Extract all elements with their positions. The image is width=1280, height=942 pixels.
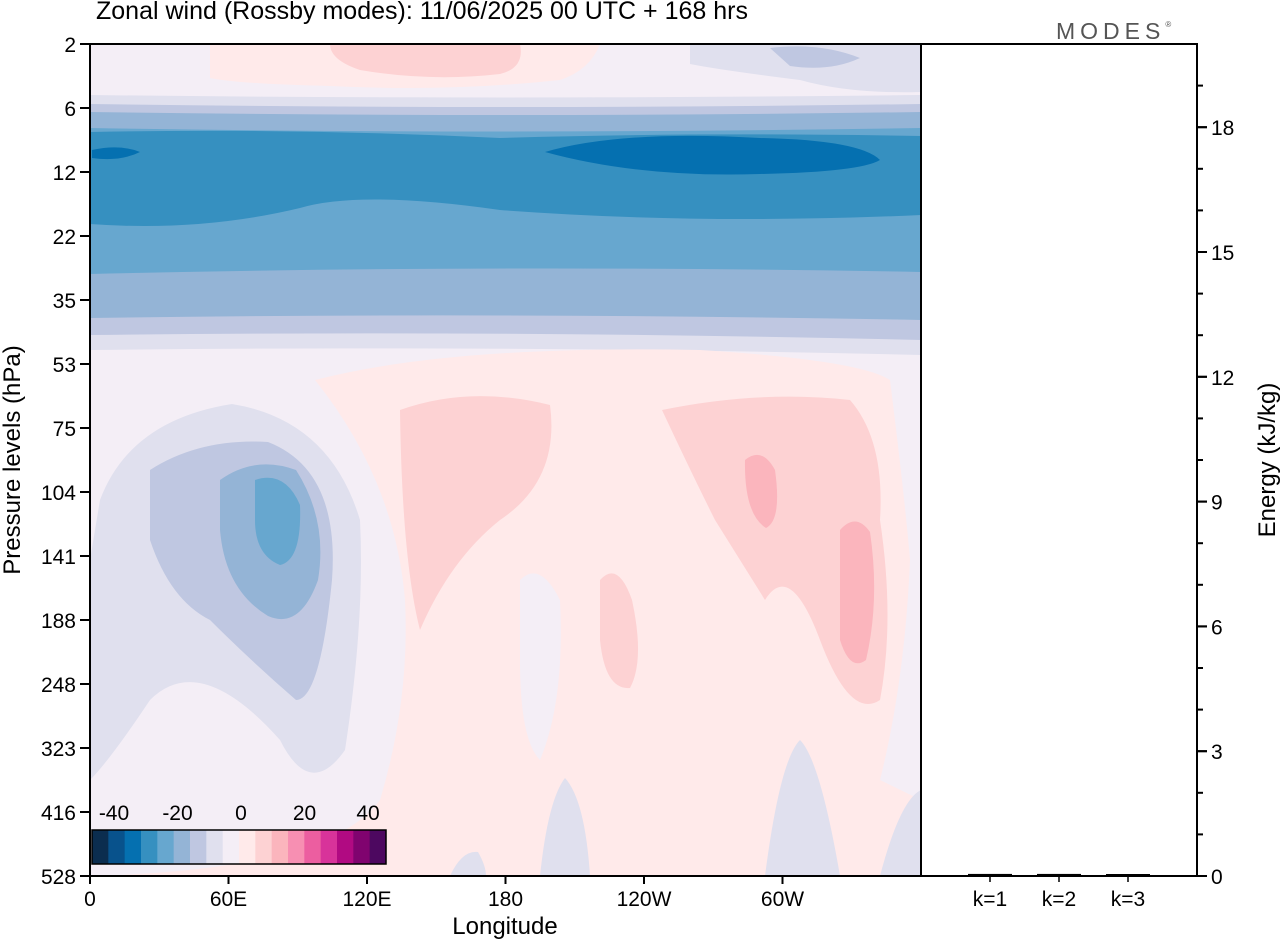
energy-tick-label: 9 (1211, 492, 1223, 515)
y-tick-label: 2 (64, 34, 76, 57)
colorbar-label: 0 (235, 802, 247, 825)
colorbar-swatch (124, 830, 142, 864)
negative-lobe-3 (880, 790, 921, 876)
upper-positive-core (330, 44, 521, 78)
colorbar-swatch (304, 830, 322, 864)
x-tick-label: 60E (210, 888, 247, 911)
y-tick-label: 35 (53, 290, 76, 313)
x-tick-label: 60W (761, 888, 804, 911)
colorbar-swatch (92, 830, 109, 864)
negative-cell-core (255, 477, 301, 565)
energy-tick-label: 3 (1211, 741, 1223, 764)
y-tick-label: 75 (53, 418, 76, 441)
colorbar-swatch (288, 830, 305, 864)
colorbar-swatch (222, 830, 240, 864)
jet-core-west (92, 147, 140, 160)
energy-category-label: k=1 (973, 888, 1007, 911)
jet-core-east (545, 135, 880, 175)
y-tick-label: 53 (53, 354, 76, 377)
y-tick-label: 141 (41, 546, 76, 569)
x-axis-title: Longitude (452, 913, 557, 940)
colorbar-swatch (320, 830, 338, 864)
colorbar-frame (91, 829, 387, 865)
energy-tick-label: 18 (1211, 117, 1234, 140)
positive-core-1 (744, 454, 778, 528)
positive-cell-2 (600, 573, 639, 689)
energy-bar (1037, 873, 1081, 876)
energy-frame (920, 43, 1198, 877)
colorbar-swatch (337, 830, 354, 864)
energy-tick-label: 15 (1211, 242, 1234, 265)
x-tick-label: 120W (617, 888, 672, 911)
x-tick-label: 0 (84, 888, 96, 911)
colorbar-label: -20 (162, 802, 192, 825)
brand-text: MODES (1056, 18, 1166, 44)
colorbar-label: -40 (99, 802, 129, 825)
neutral-lobe-1 (520, 573, 561, 760)
colorbar: -40 -20 0 20 40 (91, 802, 387, 865)
energy-bar (968, 873, 1012, 876)
upper-negative-band (690, 44, 921, 93)
colorbar-swatch (206, 830, 224, 864)
upper-negative-core (770, 46, 860, 68)
negative-lobe-4 (450, 851, 486, 876)
y-axis-title: Pressure levels (hPa) (0, 345, 26, 574)
y-tick-label: 22 (53, 226, 76, 249)
y-tick-label: 323 (41, 738, 76, 761)
negative-lobe-2 (765, 740, 840, 876)
x-tick-label: 180 (488, 888, 523, 911)
y-tick-label: 248 (41, 674, 76, 697)
colorbar-swatch (353, 830, 371, 864)
colorbar-swatch (239, 830, 256, 864)
longitude-axis: 0 60E 120E 180 120W 60W (84, 876, 804, 911)
y-tick-label: 104 (41, 482, 76, 505)
pressure-axis: 2 6 12 22 35 53 75 104 141 188 248 323 416 528 (41, 34, 90, 889)
energy-bars: k=1 k=2 k=3 (968, 873, 1150, 911)
positive-cell-3 (662, 396, 888, 704)
colorbar-swatch (255, 830, 273, 864)
y-tick-label: 12 (53, 162, 76, 185)
colorbar-swatch (190, 830, 207, 864)
colorbar-swatch (271, 830, 289, 864)
energy-axis: 0 3 6 9 12 15 18 (1197, 84, 1234, 889)
x-tick-label: 120E (342, 888, 391, 911)
colorbar-swatch (141, 830, 158, 864)
energy-tick-label: 6 (1211, 616, 1223, 639)
y-tick-label: 416 (41, 802, 76, 825)
colorbar-swatch (173, 830, 191, 864)
colorbar-label: 40 (356, 802, 379, 825)
energy-tick-label: 0 (1211, 866, 1223, 889)
negative-lobe-1 (540, 778, 590, 876)
energy-category-label: k=3 (1111, 888, 1145, 911)
positive-core-2 (840, 521, 875, 664)
colorbar-swatch (108, 830, 126, 864)
brand-logo: MODES® (1056, 18, 1171, 45)
colorbar-label: 20 (293, 802, 316, 825)
colorbar-swatch (369, 830, 387, 864)
positive-cell-1 (400, 396, 552, 630)
y-tick-label: 6 (64, 98, 76, 121)
wind-field (90, 44, 921, 876)
energy-tick-label: 12 (1211, 367, 1234, 390)
brand-mark: ® (1165, 20, 1172, 29)
y-tick-label: 188 (41, 610, 76, 633)
chart-title: Zonal wind (Rossby modes): 11/06/2025 00… (96, 0, 748, 25)
y-tick-label: 528 (41, 866, 76, 889)
energy-category-label: k=2 (1042, 888, 1076, 911)
energy-axis-title: Energy (kJ/kg) (1254, 383, 1280, 538)
energy-bar (1106, 874, 1150, 876)
colorbar-swatch (157, 830, 175, 864)
